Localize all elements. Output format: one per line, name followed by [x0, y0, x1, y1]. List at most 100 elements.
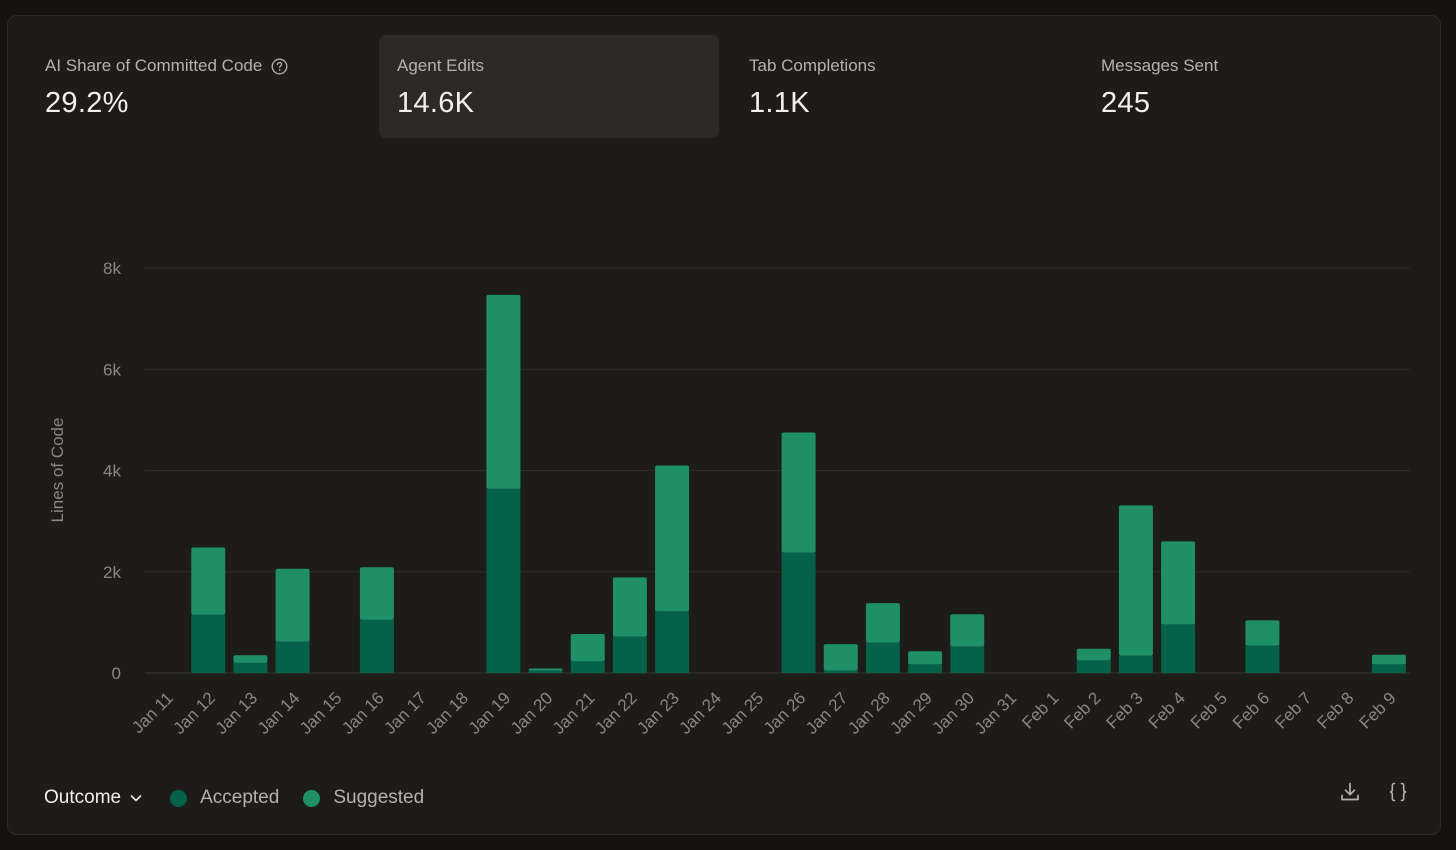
- bar-accepted[interactable]: [570, 661, 605, 673]
- legend-label-suggested: Suggested: [333, 787, 425, 808]
- help-circle-icon[interactable]: [271, 58, 288, 75]
- bar-accepted[interactable]: [1371, 664, 1406, 673]
- legend-label-accepted: Accepted: [200, 787, 280, 808]
- x-tick-label: Jan 18: [423, 688, 473, 738]
- bar-suggested[interactable]: [275, 568, 310, 642]
- bar-accepted[interactable]: [233, 662, 268, 673]
- x-tick-label: Jan 30: [929, 688, 979, 738]
- chevron-down-icon: [128, 790, 144, 806]
- download-button[interactable]: [1336, 780, 1364, 808]
- bar-suggested[interactable]: [359, 567, 394, 620]
- stat-label-ai-share: AI Share of Committed Code: [45, 56, 367, 76]
- bar-suggested[interactable]: [1118, 505, 1153, 656]
- code-braces-icon: [1386, 780, 1410, 809]
- x-tick-label: Jan 29: [886, 688, 936, 738]
- x-tick-label: Feb 6: [1229, 688, 1273, 732]
- legend-swatch-suggested: [303, 789, 321, 807]
- bar-accepted[interactable]: [1245, 645, 1280, 673]
- y-tick-label: 4k: [103, 462, 121, 481]
- bar-suggested[interactable]: [908, 651, 943, 665]
- y-tick-label: 8k: [103, 259, 121, 278]
- bar-accepted[interactable]: [1118, 655, 1153, 673]
- bar-suggested[interactable]: [1076, 648, 1111, 661]
- bar-accepted[interactable]: [1076, 660, 1111, 673]
- bar-accepted[interactable]: [781, 552, 816, 673]
- x-tick-label: Jan 27: [802, 688, 852, 738]
- y-tick-label: 2k: [103, 563, 121, 582]
- bar-suggested[interactable]: [865, 603, 900, 643]
- x-tick-label: Feb 1: [1018, 688, 1062, 732]
- stats-row: AI Share of Committed Code 29.2% Agent E…: [27, 35, 1423, 139]
- x-tick-label: Feb 8: [1313, 688, 1357, 732]
- x-tick-label: Jan 14: [254, 688, 304, 738]
- bar-accepted[interactable]: [191, 614, 226, 673]
- stat-card-tab-completions[interactable]: Tab Completions 1.1K: [731, 35, 1071, 138]
- legend-item-accepted[interactable]: Accepted: [170, 787, 279, 809]
- bar-accepted[interactable]: [908, 664, 943, 673]
- bar-suggested[interactable]: [1371, 654, 1406, 665]
- legend-item-suggested[interactable]: Suggested: [303, 787, 424, 809]
- bar-suggested[interactable]: [1161, 541, 1196, 625]
- x-tick-label: Jan 19: [465, 688, 515, 738]
- x-tick-label: Jan 16: [338, 688, 388, 738]
- stat-card-agent-edits[interactable]: Agent Edits 14.6K: [379, 35, 719, 138]
- stat-label-agent-edits: Agent Edits: [397, 56, 484, 75]
- bar-suggested[interactable]: [823, 644, 858, 671]
- y-tick-label: 0: [112, 664, 121, 683]
- bar-suggested[interactable]: [950, 614, 985, 647]
- x-tick-label: Jan 21: [549, 688, 599, 738]
- download-icon: [1338, 780, 1362, 809]
- bar-accepted[interactable]: [359, 619, 394, 673]
- bar-suggested[interactable]: [781, 432, 816, 553]
- stat-label-tab-completions: Tab Completions: [749, 56, 876, 75]
- x-tick-label: Jan 22: [591, 688, 641, 738]
- x-tick-label: Jan 15: [296, 688, 346, 738]
- stat-value-agent-edits: 14.6K: [397, 87, 475, 119]
- bar-accepted[interactable]: [1161, 624, 1196, 673]
- legend-swatch-accepted: [170, 789, 188, 807]
- usage-panel: AI Share of Committed Code 29.2% Agent E…: [7, 15, 1441, 835]
- bar-accepted[interactable]: [655, 611, 690, 673]
- bar-suggested[interactable]: [486, 294, 521, 489]
- bar-accepted[interactable]: [612, 636, 647, 673]
- x-tick-label: Jan 11: [128, 688, 177, 737]
- stat-card-messages-sent[interactable]: Messages Sent 245: [1083, 35, 1423, 138]
- outcome-dropdown-label: Outcome: [44, 787, 122, 808]
- bar-suggested[interactable]: [655, 465, 690, 612]
- stat-value-ai-share: 29.2%: [45, 87, 129, 119]
- bar-accepted[interactable]: [950, 646, 985, 673]
- bar-suggested[interactable]: [233, 655, 268, 663]
- x-tick-label: Jan 31: [971, 688, 1021, 738]
- stat-card-ai-share[interactable]: AI Share of Committed Code 29.2%: [27, 35, 367, 138]
- x-tick-label: Jan 12: [170, 688, 220, 738]
- view-json-button[interactable]: [1384, 780, 1412, 808]
- bar-accepted[interactable]: [865, 642, 900, 673]
- y-tick-label: 6k: [103, 360, 121, 379]
- x-tick-label: Jan 20: [507, 688, 557, 738]
- x-tick-label: Feb 5: [1187, 688, 1231, 732]
- x-tick-label: Feb 7: [1271, 688, 1315, 732]
- stat-label-messages-sent: Messages Sent: [1101, 56, 1219, 75]
- x-tick-label: Jan 24: [676, 688, 726, 738]
- bar-suggested[interactable]: [528, 668, 563, 671]
- stat-value-tab-completions: 1.1K: [749, 87, 810, 119]
- bar-accepted[interactable]: [486, 488, 521, 673]
- bar-accepted[interactable]: [275, 641, 310, 673]
- stat-label-text: AI Share of Committed Code: [45, 56, 263, 75]
- x-tick-label: Jan 25: [718, 688, 768, 738]
- bar-suggested[interactable]: [191, 547, 226, 615]
- stat-value-messages-sent: 245: [1101, 87, 1151, 119]
- x-tick-label: Feb 2: [1060, 688, 1104, 732]
- x-tick-label: Jan 28: [844, 688, 894, 738]
- bar-suggested[interactable]: [612, 577, 647, 637]
- x-tick-label: Feb 4: [1145, 688, 1189, 732]
- outcome-dropdown[interactable]: Outcome: [44, 787, 144, 809]
- bar-accepted[interactable]: [528, 670, 563, 673]
- x-tick-label: Feb 3: [1103, 688, 1147, 732]
- y-axis-title: Lines of Code: [48, 418, 67, 523]
- x-tick-label: Jan 26: [760, 688, 810, 738]
- x-tick-label: Jan 23: [633, 688, 683, 738]
- bar-suggested[interactable]: [1245, 620, 1280, 646]
- bar-suggested[interactable]: [570, 634, 605, 662]
- bar-accepted[interactable]: [823, 670, 858, 673]
